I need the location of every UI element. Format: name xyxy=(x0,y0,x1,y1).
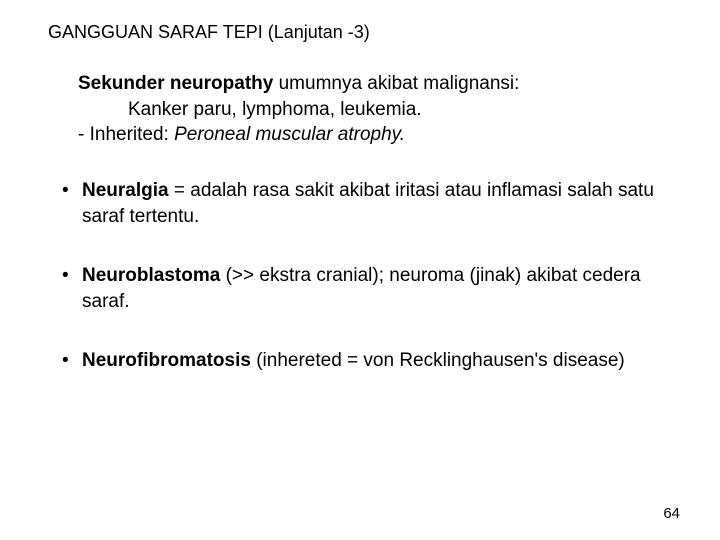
intro-line3-italic: Peroneal muscular atrophy. xyxy=(174,124,405,145)
bullet-dot-icon: • xyxy=(62,178,82,229)
bullet-dot-icon: • xyxy=(62,263,82,314)
bullet-bold: Neurofibromatosis xyxy=(82,350,251,371)
bullet-text: Neurofibromatosis (inhereted = von Reckl… xyxy=(82,348,680,374)
bullet-bold: Neuralgia xyxy=(82,180,169,201)
bullet-dot-icon: • xyxy=(62,348,82,374)
bullet-text: Neuralgia = adalah rasa sakit akibat iri… xyxy=(82,178,680,229)
intro-lead-rest: umumnya akibat malignansi: xyxy=(273,73,519,94)
bullet-neurofibromatosis: • Neurofibromatosis (inhereted = von Rec… xyxy=(62,348,680,374)
slide-title: GANGGUAN SARAF TEPI (Lanjutan -3) xyxy=(48,22,680,43)
bullet-neuroblastoma: • Neuroblastoma (>> ekstra cranial); neu… xyxy=(62,263,680,314)
bullet-rest: (inhereted = von Recklinghausen's diseas… xyxy=(251,350,625,371)
bullet-text: Neuroblastoma (>> ekstra cranial); neuro… xyxy=(82,263,680,314)
intro-line2: Kanker paru, lymphoma, leukemia. xyxy=(128,97,680,123)
bullet-neuralgia: • Neuralgia = adalah rasa sakit akibat i… xyxy=(62,178,680,229)
intro-line3: - Inherited: Peroneal muscular atrophy. xyxy=(78,122,680,148)
intro-paragraph: Sekunder neuropathy umumnya akibat malig… xyxy=(78,71,680,148)
intro-line3-dash: - Inherited: xyxy=(78,124,174,145)
bullet-rest: = adalah rasa sakit akibat iritasi atau … xyxy=(82,180,654,227)
bullet-bold: Neuroblastoma xyxy=(82,265,220,286)
page-number: 64 xyxy=(663,505,680,522)
intro-lead-bold: Sekunder neuropathy xyxy=(78,73,273,94)
intro-line1: Sekunder neuropathy umumnya akibat malig… xyxy=(78,71,680,97)
